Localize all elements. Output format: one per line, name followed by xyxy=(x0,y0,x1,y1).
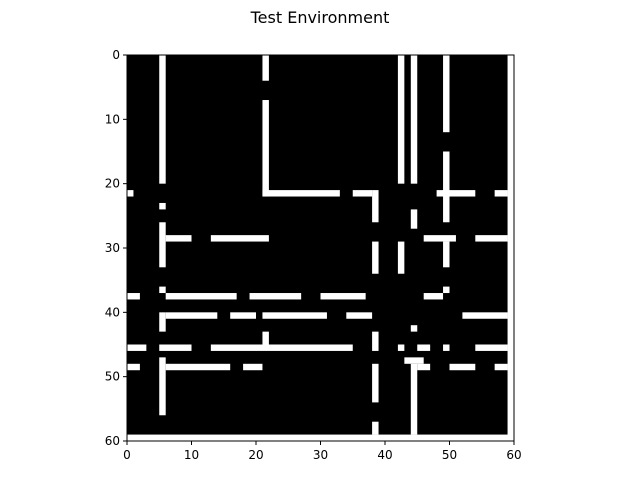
x-axis: 0 10 20 30 40 50 60 xyxy=(123,441,522,462)
heatmap-cell-54 xyxy=(494,363,508,371)
heatmap-cell-35 xyxy=(462,312,508,319)
heatmap-cell-23 xyxy=(159,286,166,294)
heatmap-cell-25 xyxy=(165,293,237,300)
heatmap-cell-48 xyxy=(165,363,231,371)
heatmap-cell-20 xyxy=(372,241,379,274)
x-tick-label: 40 xyxy=(377,448,392,462)
heatmap-cell-22 xyxy=(443,241,450,268)
heatmap-cell-45 xyxy=(475,344,508,351)
chart-title: Test Environment xyxy=(250,8,390,27)
y-tick-label: 50 xyxy=(105,370,120,384)
heatmap-cell-17 xyxy=(210,235,269,242)
heatmap-cell-44 xyxy=(443,344,450,351)
y-tick-label: 20 xyxy=(105,177,120,191)
heatmap-cell-30 xyxy=(159,312,166,332)
heatmap-cell-31 xyxy=(165,312,218,319)
heatmap-cell-13 xyxy=(159,202,166,210)
heatmap-cell-11 xyxy=(494,190,508,197)
heatmap-cell-24 xyxy=(127,293,140,300)
heatmap-cell-14 xyxy=(410,209,418,229)
heatmap-cell-12 xyxy=(127,190,134,197)
heatmap-cell-47 xyxy=(159,357,166,416)
y-tick-label: 30 xyxy=(105,241,120,255)
heatmap-cell-4 xyxy=(410,55,418,184)
heatmap-cell-1 xyxy=(262,55,269,81)
heatmap-background xyxy=(127,55,514,441)
heatmap-cell-2 xyxy=(262,100,269,197)
heatmap-cell-37 xyxy=(262,331,269,345)
heatmap-cell-10 xyxy=(436,190,476,197)
heatmap-cell-7 xyxy=(262,190,340,197)
heatmap-cell-8 xyxy=(352,190,373,197)
heatmap-cell-49 xyxy=(243,363,263,371)
plot-area xyxy=(127,55,514,441)
x-tick-label: 60 xyxy=(506,448,521,462)
heatmap-cell-46 xyxy=(127,363,140,371)
y-tick-label: 0 xyxy=(112,48,120,62)
x-tick-label: 30 xyxy=(313,448,328,462)
heatmap-cell-33 xyxy=(262,312,327,319)
heatmap-cell-55 xyxy=(372,363,379,403)
heatmap-cell-50 xyxy=(404,357,424,364)
heatmap-cell-16 xyxy=(165,235,192,242)
heatmap-cell-38 xyxy=(372,331,379,351)
heatmap-cell-56 xyxy=(372,421,379,435)
heatmap-cell-41 xyxy=(210,344,353,351)
y-tick-label: 60 xyxy=(105,434,120,448)
y-tick-label: 40 xyxy=(105,305,120,319)
heatmap-cell-27 xyxy=(320,293,366,300)
heatmap-cell-39 xyxy=(127,344,147,351)
heatmap-cell-32 xyxy=(230,312,256,319)
heatmap-cell-36 xyxy=(410,325,418,332)
x-tick-label: 50 xyxy=(442,448,457,462)
heatmap-cell-5 xyxy=(443,55,450,133)
heatmap-cell-18 xyxy=(423,235,456,242)
heatmap-cell-53 xyxy=(449,363,476,371)
heatmap-cell-3 xyxy=(397,55,405,184)
y-tick-label: 10 xyxy=(105,112,120,126)
heatmap-cell-26 xyxy=(249,293,302,300)
x-tick-label: 0 xyxy=(123,448,131,462)
heatmap-cell-6 xyxy=(443,151,450,223)
x-tick-label: 20 xyxy=(248,448,263,462)
heatmap-cell-0 xyxy=(159,55,166,184)
heatmap-cell-29 xyxy=(443,286,450,294)
heatmap-cell-40 xyxy=(159,344,192,351)
heatmap-cell-51 xyxy=(410,363,418,435)
y-axis: 0 10 20 30 40 50 60 xyxy=(105,48,127,448)
heatmap-cell-15 xyxy=(159,222,166,268)
heatmap-cell-28 xyxy=(423,293,444,300)
x-tick-label: 10 xyxy=(184,448,199,462)
heatmap-cell-57 xyxy=(507,55,514,441)
heatmap-cell-19 xyxy=(475,235,508,242)
heatmap-cell-42 xyxy=(397,344,405,351)
heatmap-cell-43 xyxy=(417,344,431,351)
heatmap-cell-34 xyxy=(346,312,373,319)
heatmap-cell-9 xyxy=(372,190,379,223)
heatmap-cell-21 xyxy=(397,241,405,274)
heatmap-cell-58 xyxy=(127,434,514,441)
heatmap-cell-52 xyxy=(417,363,431,371)
